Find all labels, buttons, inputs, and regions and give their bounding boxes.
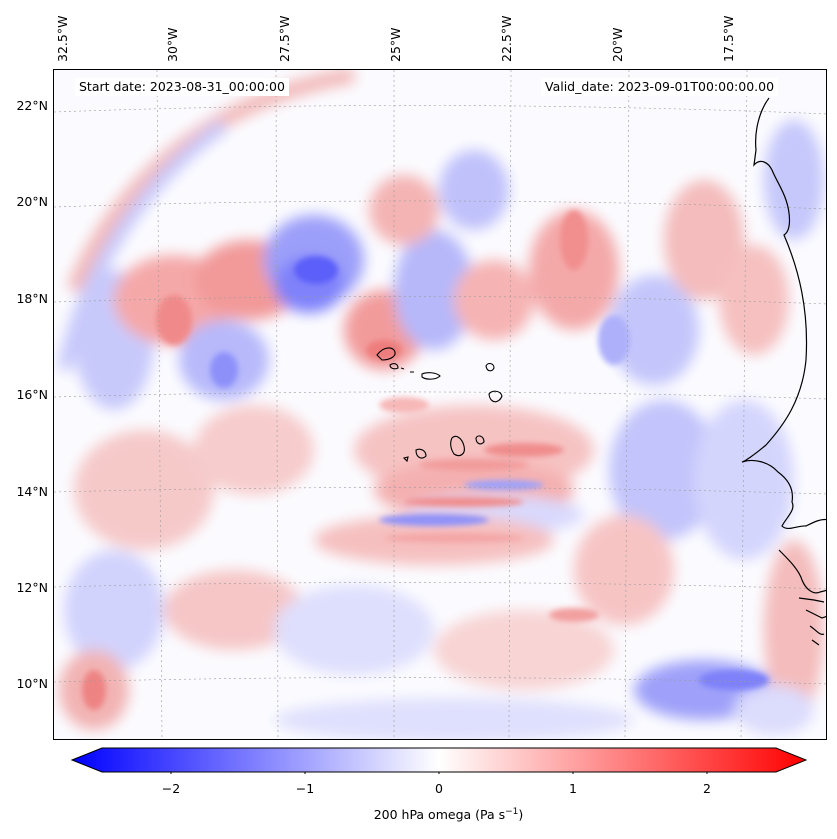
islands [376,347,503,463]
start-date-label: Start date: 2023-08-31_00:00:00 [75,78,289,96]
island-santo-antao [376,347,396,361]
lat-label-12n: 12°N [16,580,48,595]
lon-label-27-5w: 27.5°W [277,15,292,62]
lat-label-10n: 10°N [16,676,48,691]
island-boa-vista [488,390,503,403]
island-sao-nicolau [421,372,441,380]
lat-label-22n: 22°N [16,98,48,113]
island-sal [485,363,495,372]
graticule [54,70,826,739]
cb-tick-neg2: −2 [161,781,181,796]
valid-date-label: Valid_date: 2023-09-01T00:00:00.00 [541,78,779,96]
colorbar-label-end: ) [518,807,524,823]
island-santiago [450,435,465,457]
cb-tick-0: 0 [435,781,443,796]
colorbar [70,747,808,774]
cb-tick-neg1: −1 [295,781,315,796]
lon-label-17-5w: 17.5°W [721,15,736,62]
lon-label-32-5w: 32.5°W [55,15,70,62]
lat-label-18n: 18°N [16,291,48,306]
island-sao-vicente [389,363,399,370]
lon-label-25w: 25°W [388,27,403,62]
cb-tick-1: 1 [569,781,577,796]
field-detail [82,210,769,710]
lon-label-20w: 20°W [610,27,625,62]
lat-label-16n: 16°N [16,387,48,402]
island-fogo [415,448,427,459]
lat-label-14n: 14°N [16,484,48,499]
islets [400,367,414,373]
colorbar-label-unit-exponent: −1 [505,807,519,817]
coastline [741,97,826,646]
lon-label-22-5w: 22.5°W [499,15,514,62]
field-shading [57,70,824,739]
lon-label-30w: 30°W [165,27,180,62]
omega-map [53,69,827,740]
island-brava [402,456,409,463]
lat-label-20n: 20°N [16,194,48,209]
colorbar-gradient [70,747,808,773]
cb-tick-2: 2 [703,781,711,796]
colorbar-tick-marks [170,772,708,774]
omega-field [54,70,826,739]
colorbar-label-main: 200 hPa omega (Pa s [373,807,506,823]
island-maio [475,435,485,445]
colorbar-label: 200 hPa omega (Pa s−1) [0,807,837,822]
